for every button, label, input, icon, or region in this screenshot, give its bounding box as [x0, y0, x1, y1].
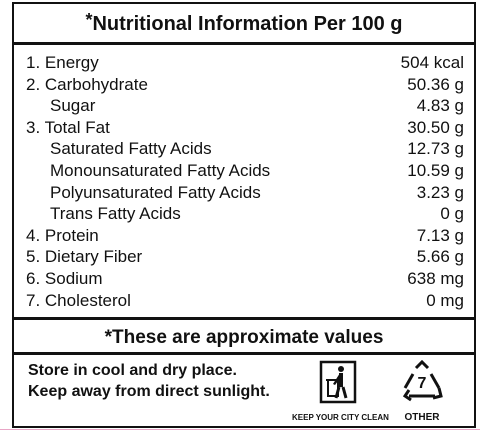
- sub-nutrient-row: Trans Fatty Acids 0 g: [14, 203, 474, 225]
- nutrient-label: 1. Energy: [26, 53, 99, 72]
- nutrient-value: 10.59 g: [407, 161, 464, 180]
- bin-caption: KEEP YOUR CITY CLEAN: [292, 413, 389, 422]
- note: *These are approximate values: [104, 327, 384, 348]
- nutrient-value: 0 g: [440, 204, 464, 224]
- title-mark: *: [85, 10, 93, 30]
- label-panel: *Nutritional Information Per 100 g 1. En…: [12, 2, 476, 428]
- nutrient-value: 0 mg: [426, 290, 464, 310]
- storage-line: Keep away from direct sunlight.: [28, 383, 270, 400]
- nutrient-value: 7.13 g: [416, 225, 464, 245]
- nutrient-row: 5. Dietary Fiber 5.66 g: [14, 246, 474, 268]
- sub-nutrient-row: Sugar 4.83 g: [14, 95, 474, 117]
- nutrient-value: 3.23 g: [416, 182, 464, 202]
- nutrient-label: 7. Cholesterol: [26, 290, 131, 310]
- nutrient-value: 504 kcal: [400, 53, 464, 72]
- nutrient-label: Trans Fatty Acids: [50, 204, 181, 224]
- nutrient-row: 1. Energy 504 kcal: [14, 52, 474, 74]
- nutrient-label: Monounsaturated Fatty Acids: [50, 161, 271, 180]
- recycle-caption: OTHER: [404, 412, 440, 423]
- nutrient-label: Saturated Fatty Acids: [50, 139, 212, 159]
- title-text: Nutritional Information Per 100 g: [92, 13, 403, 35]
- nutrient-row: 7. Cholesterol 0 mg: [14, 290, 474, 312]
- divider: [14, 317, 474, 320]
- title: *Nutritional Information Per 100 g: [14, 10, 474, 36]
- nutrient-label: 5. Dietary Fiber: [26, 247, 143, 267]
- nutrient-value: 12.73 g: [407, 139, 464, 159]
- nutrient-value: 4.83 g: [416, 96, 464, 116]
- divider: [14, 42, 474, 45]
- nutrient-row: 3. Total Fat 30.50 g: [14, 117, 474, 139]
- nutrient-value: 50.36 g: [407, 74, 464, 94]
- recycle-icon: 7: [402, 360, 443, 402]
- nutrient-label: 4. Protein: [26, 225, 99, 245]
- nutrient-label: 3. Total Fat: [26, 117, 110, 137]
- sub-nutrient-row: Monounsaturated Fatty Acids 10.59 g: [14, 160, 474, 182]
- nutrient-label: 2. Carbohydrate: [26, 74, 148, 94]
- nutrient-value: 638 mg: [407, 269, 464, 288]
- nutrient-value: 30.50 g: [407, 117, 464, 137]
- nutrient-label: Polyunsaturated Fatty Acids: [50, 182, 261, 202]
- storage-line: Store in cool and dry place.: [28, 362, 237, 379]
- sub-nutrient-row: Polyunsaturated Fatty Acids 3.23 g: [14, 182, 474, 204]
- nutrient-row: 4. Protein 7.13 g: [14, 225, 474, 247]
- nutrient-label: 6. Sodium: [26, 269, 103, 288]
- recycle-code: 7: [418, 375, 427, 392]
- bin-icon: [319, 360, 357, 404]
- nutrient-label: Sugar: [50, 96, 96, 116]
- sub-nutrient-row: Saturated Fatty Acids 12.73 g: [14, 138, 474, 160]
- nutrient-value: 5.66 g: [416, 247, 464, 267]
- nutrient-row: 2. Carbohydrate 50.36 g: [14, 74, 474, 96]
- divider: [14, 352, 474, 355]
- nutrient-row: 6. Sodium 638 mg: [14, 268, 474, 290]
